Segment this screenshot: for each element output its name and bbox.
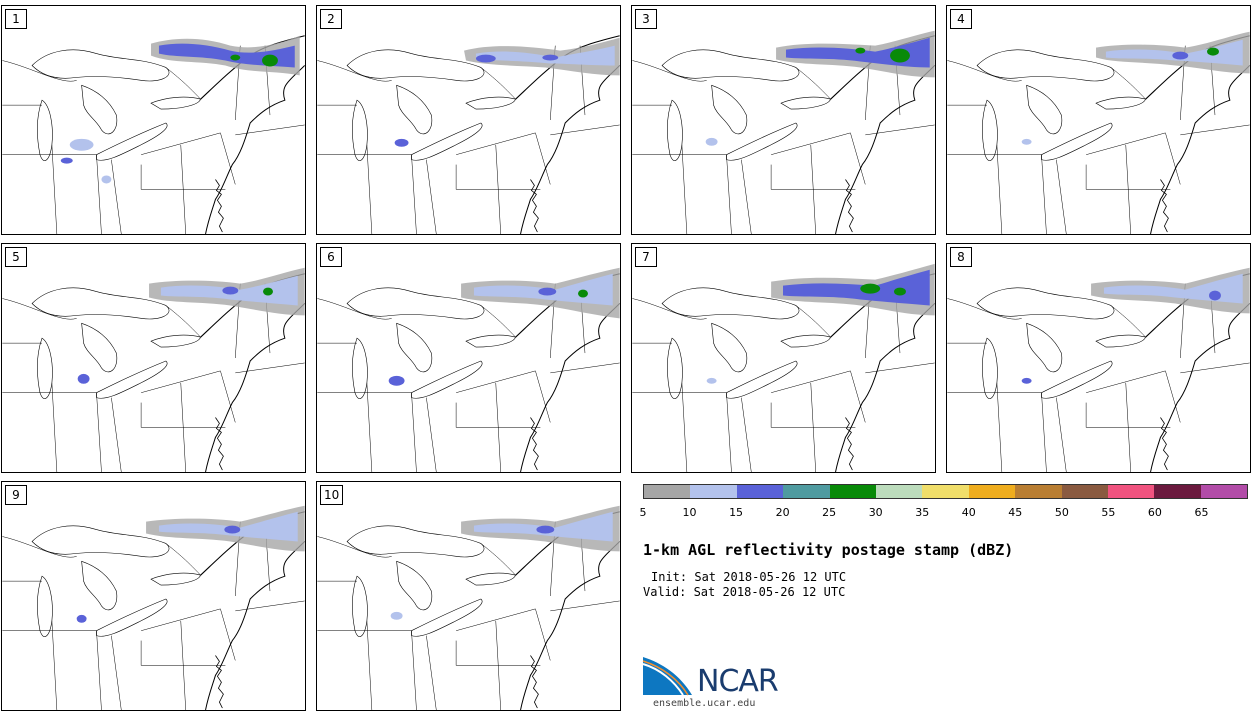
panel-number-label: 3 bbox=[635, 9, 657, 29]
ncar-wordmark: NCAR bbox=[697, 664, 779, 699]
panel-number-label: 7 bbox=[635, 247, 657, 267]
colorbar-tick-label: 65 bbox=[1194, 506, 1209, 519]
colorbar-tick-label: 10 bbox=[682, 506, 697, 519]
panel-number-label: 8 bbox=[950, 247, 972, 267]
colorbar-segment-9 bbox=[1015, 485, 1062, 498]
panel-number-label: 4 bbox=[950, 9, 972, 29]
ensemble-member-panel-2: 2 bbox=[316, 5, 621, 235]
colorbar-tick-label: 5 bbox=[639, 506, 647, 519]
ensemble-member-panel-10: 10 bbox=[316, 481, 621, 711]
ensemble-member-panel-5: 5 bbox=[1, 243, 306, 473]
colorbar-tick-label: 55 bbox=[1101, 506, 1116, 519]
site-url[interactable]: ensemble.ucar.edu bbox=[653, 698, 756, 709]
panel-number-label: 10 bbox=[320, 485, 344, 505]
colorbar-segment-10 bbox=[1061, 485, 1108, 498]
colorbar-segment-2 bbox=[690, 485, 737, 498]
colorbar-tick-label: 60 bbox=[1147, 506, 1162, 519]
panel-number-label: 9 bbox=[5, 485, 27, 505]
colorbar-segment-6 bbox=[875, 485, 923, 498]
map-member-8 bbox=[947, 267, 1250, 472]
colorbar-segment-1 bbox=[644, 485, 691, 498]
colorbar-tick-label: 15 bbox=[729, 506, 744, 519]
map-member-2 bbox=[317, 35, 620, 234]
colorbar-tick-label: 35 bbox=[915, 506, 930, 519]
panel-number-label: 2 bbox=[320, 9, 342, 29]
ensemble-member-panel-8: 8 bbox=[946, 243, 1251, 473]
colorbar-segment-8 bbox=[968, 485, 1016, 498]
map-member-1 bbox=[2, 35, 305, 234]
ncar-logo-icon bbox=[642, 657, 692, 696]
colorbar-segment-4 bbox=[783, 485, 830, 498]
ensemble-member-panel-1: 1 bbox=[1, 5, 306, 235]
reflectivity-colorbar bbox=[643, 484, 1248, 499]
map-member-4 bbox=[947, 31, 1250, 234]
valid-time: Valid: Sat 2018-05-26 12 UTC bbox=[643, 585, 846, 599]
colorbar-tick-labels: 5 10 15 20 25 30 35 40 45 50 55 60 65 bbox=[639, 506, 1248, 520]
map-member-10 bbox=[317, 505, 620, 710]
colorbar-segment-5 bbox=[829, 485, 876, 498]
colorbar-tick-label: 50 bbox=[1054, 506, 1069, 519]
ensemble-member-panel-4: 4 bbox=[946, 5, 1251, 235]
panel-number-label: 5 bbox=[5, 247, 27, 267]
colorbar-segment-3 bbox=[736, 485, 784, 498]
ensemble-member-panel-6: 6 bbox=[316, 243, 621, 473]
colorbar-tick-label: 40 bbox=[961, 506, 976, 519]
panel-number-label: 1 bbox=[5, 9, 27, 29]
init-time: Init: Sat 2018-05-26 12 UTC bbox=[651, 570, 847, 584]
colorbar-segment-13 bbox=[1200, 485, 1248, 498]
colorbar-segment-7 bbox=[922, 485, 969, 498]
colorbar-tick-label: 25 bbox=[822, 506, 837, 519]
product-title: 1-km AGL reflectivity postage stamp (dBZ… bbox=[643, 541, 1014, 559]
panel-number-label: 6 bbox=[320, 247, 342, 267]
colorbar-tick-label: 45 bbox=[1008, 506, 1023, 519]
ensemble-member-panel-7: 7 bbox=[631, 243, 936, 473]
colorbar-segment-11 bbox=[1107, 485, 1155, 498]
colorbar-segment-12 bbox=[1154, 485, 1201, 498]
map-member-9 bbox=[2, 505, 305, 710]
colorbar-tick-label: 30 bbox=[868, 506, 883, 519]
ensemble-member-panel-3: 3 bbox=[631, 5, 936, 235]
map-member-3 bbox=[632, 30, 935, 234]
map-member-6 bbox=[317, 267, 620, 472]
ensemble-member-panel-9: 9 bbox=[1, 481, 306, 711]
map-member-5 bbox=[2, 267, 305, 472]
map-member-7 bbox=[632, 263, 935, 472]
colorbar-tick-label: 20 bbox=[775, 506, 790, 519]
